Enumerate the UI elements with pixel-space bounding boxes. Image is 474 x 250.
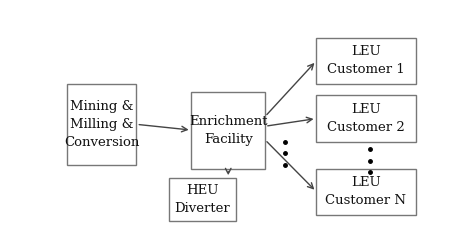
Text: LEU
Customer 1: LEU Customer 1 [327, 45, 405, 76]
FancyBboxPatch shape [191, 92, 265, 168]
FancyBboxPatch shape [316, 168, 416, 215]
FancyBboxPatch shape [316, 38, 416, 84]
FancyBboxPatch shape [169, 178, 236, 220]
Text: LEU
Customer 2: LEU Customer 2 [327, 103, 405, 134]
Text: Mining &
Milling &
Conversion: Mining & Milling & Conversion [64, 100, 139, 149]
Text: HEU
Diverter: HEU Diverter [174, 184, 230, 215]
FancyBboxPatch shape [66, 84, 137, 165]
FancyBboxPatch shape [316, 96, 416, 142]
Text: Enrichment
Facility: Enrichment Facility [189, 114, 267, 146]
Text: LEU
Customer N: LEU Customer N [326, 176, 407, 207]
